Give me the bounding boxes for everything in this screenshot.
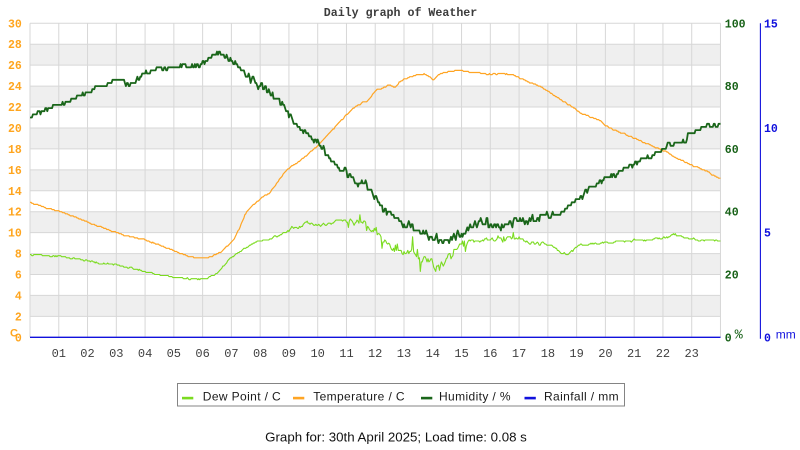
svg-text:08: 08: [253, 347, 267, 361]
svg-text:22: 22: [656, 347, 670, 361]
svg-text:23: 23: [684, 347, 698, 361]
svg-text:0: 0: [725, 332, 732, 345]
svg-text:10: 10: [310, 347, 324, 361]
svg-text:2: 2: [15, 311, 22, 324]
svg-text:15: 15: [454, 347, 468, 361]
svg-text:60: 60: [725, 144, 739, 157]
svg-text:Humidity / %: Humidity / %: [439, 389, 511, 403]
svg-text:09: 09: [282, 347, 296, 361]
svg-text:02: 02: [80, 347, 94, 361]
svg-text:Rainfall / mm: Rainfall / mm: [544, 389, 619, 403]
svg-text:40: 40: [725, 207, 739, 220]
svg-text:19: 19: [569, 347, 583, 361]
svg-text:01: 01: [52, 347, 66, 361]
svg-text:80: 80: [725, 81, 739, 94]
svg-text:8: 8: [15, 249, 22, 262]
svg-text:04: 04: [138, 347, 152, 361]
svg-text:30: 30: [8, 18, 22, 31]
svg-text:16: 16: [483, 347, 497, 361]
svg-text:6: 6: [15, 270, 22, 283]
svg-text:15: 15: [764, 19, 778, 32]
svg-text:Daily graph of Weather: Daily graph of Weather: [324, 6, 478, 20]
svg-text:5: 5: [764, 228, 771, 241]
svg-text:12: 12: [8, 207, 22, 220]
svg-text:0: 0: [764, 332, 771, 345]
svg-text:14: 14: [8, 186, 22, 199]
svg-text:10: 10: [764, 123, 778, 136]
svg-text:%: %: [735, 329, 744, 344]
svg-text:0: 0: [15, 332, 22, 345]
svg-text:16: 16: [8, 165, 22, 178]
svg-text:20: 20: [725, 270, 739, 283]
svg-text:06: 06: [195, 347, 209, 361]
svg-text:03: 03: [109, 347, 123, 361]
svg-text:Graph for: 30th April 2025; Lo: Graph for: 30th April 2025; Load time: 0…: [265, 429, 527, 444]
svg-text:13: 13: [397, 347, 411, 361]
svg-text:10: 10: [8, 228, 22, 241]
svg-text:18: 18: [541, 347, 555, 361]
svg-text:12: 12: [368, 347, 382, 361]
svg-text:07: 07: [224, 347, 238, 361]
svg-text:4: 4: [15, 290, 22, 303]
svg-text:mm: mm: [776, 327, 796, 341]
svg-text:Dew Point / C: Dew Point / C: [203, 389, 281, 403]
svg-text:21: 21: [627, 347, 641, 361]
svg-text:17: 17: [512, 347, 526, 361]
svg-text:100: 100: [725, 18, 746, 31]
svg-text:Temperature / C: Temperature / C: [313, 389, 405, 403]
svg-text:22: 22: [8, 102, 22, 115]
svg-text:18: 18: [8, 144, 22, 157]
svg-text:20: 20: [598, 347, 612, 361]
svg-text:26: 26: [8, 60, 22, 73]
svg-text:28: 28: [8, 39, 22, 52]
svg-text:14: 14: [426, 347, 440, 361]
svg-text:24: 24: [8, 81, 22, 94]
svg-text:11: 11: [339, 347, 353, 361]
svg-text:20: 20: [8, 123, 22, 136]
svg-text:05: 05: [167, 347, 181, 361]
svg-text:C: C: [10, 327, 18, 339]
